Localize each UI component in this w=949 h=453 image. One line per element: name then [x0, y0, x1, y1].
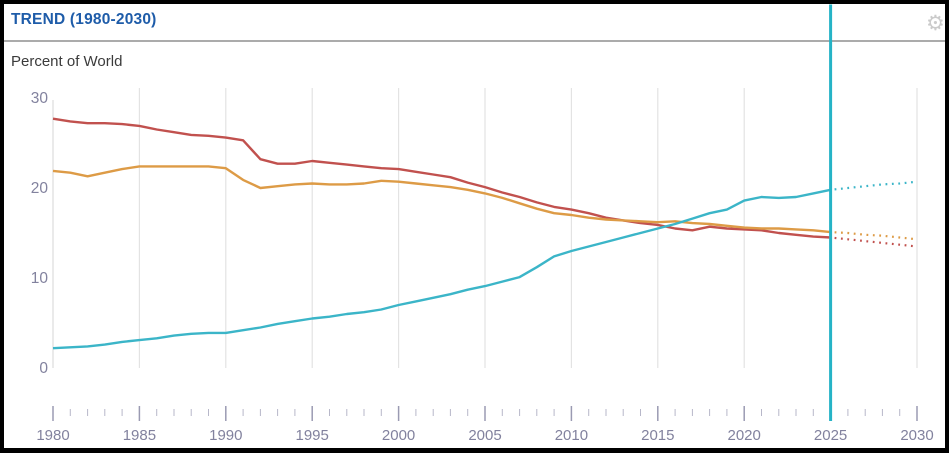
series-cyan-line	[52, 188, 831, 350]
x-tick-label: 1985	[123, 427, 156, 444]
x-tick-label: 2020	[728, 427, 761, 444]
y-tick-label: 20	[31, 180, 49, 197]
x-tick-label: 2005	[468, 427, 501, 444]
x-tick-label: 2015	[641, 427, 674, 444]
gridlines	[138, 88, 918, 368]
x-tick-label: 2000	[382, 427, 415, 444]
y-tick-label: 10	[31, 270, 49, 287]
y-tick-label: 30	[31, 90, 49, 107]
y-axis-title: Percent of World	[11, 53, 123, 70]
x-tick-label: 2025	[814, 427, 847, 444]
series-red-projection	[830, 236, 918, 248]
gear-icon[interactable]: ⚙	[926, 11, 945, 35]
series-red-line	[52, 117, 831, 239]
y-tick-label: 0	[39, 360, 48, 377]
y-axis: 30 20 10 0	[31, 90, 54, 377]
x-tick-label: 2010	[555, 427, 588, 444]
header-divider	[4, 40, 945, 42]
x-tick-label: 1990	[209, 427, 242, 444]
x-tick-label: 1995	[296, 427, 329, 444]
x-axis: 1980 1985 1990 1995 2000 2005 2010 2015 2020 2025…	[36, 406, 934, 444]
series-orange-line	[52, 165, 831, 234]
series-orange-projection	[830, 231, 918, 241]
panel-title: TREND (1980-2030)	[11, 11, 157, 28]
chart-panel: TREND (1980-2030) ⚙ Percent of World 30 2…	[4, 4, 945, 448]
x-tick-label: 1980	[36, 427, 69, 444]
series-cyan-projection	[830, 180, 918, 191]
x-tick-label: 2030	[900, 427, 933, 444]
